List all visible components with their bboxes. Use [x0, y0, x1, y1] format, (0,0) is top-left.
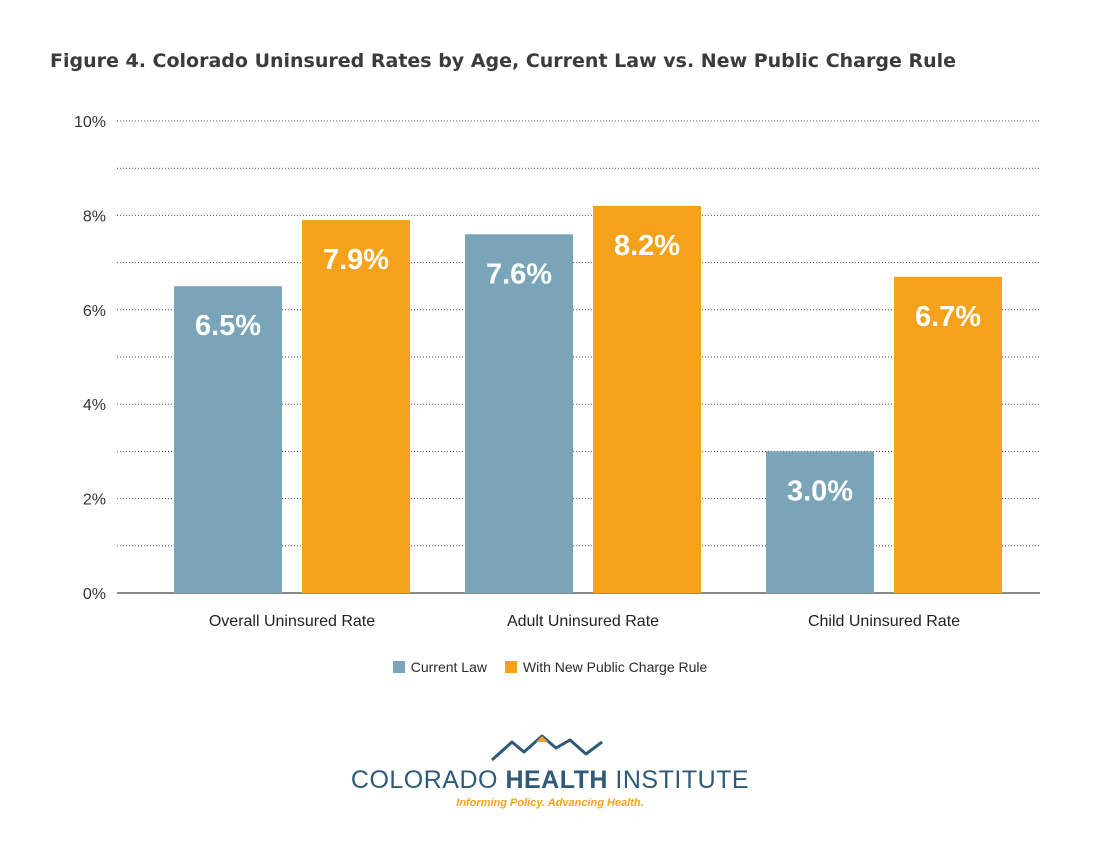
mountain-logo-icon [490, 734, 603, 762]
y-tick-label: 8% [83, 208, 106, 225]
bar [766, 451, 874, 593]
y-tick-label: 4% [83, 397, 106, 414]
y-axis: 0% 2% 4% 6% 8% 10% [74, 114, 106, 603]
legend: Current Law With New Public Charge Rule [0, 659, 1100, 676]
logo-name-light: COLORADO [350, 766, 498, 794]
legend-swatch-public-charge [504, 661, 517, 673]
bar-chart: 0% 2% 4% 6% 8% 10% 6.5% 7.9% 7.6% 8.2% 3.0% 6.7% O… [74, 114, 1040, 630]
x-axis: Overall Uninsured Rate Adult Uninsured Ra… [209, 613, 960, 630]
y-tick-label: 0% [83, 586, 106, 603]
logo-name-bold: HEALTH [505, 766, 608, 794]
bar [465, 234, 573, 593]
logo-tagline: Informing Policy. Advancing Health. [456, 797, 644, 809]
legend-item-current-law: Current Law [392, 659, 487, 675]
legend-label-public-charge: With New Public Charge Rule [522, 659, 708, 675]
bar-value-label: 7.6% [486, 258, 552, 290]
bar-value-label: 7.9% [323, 244, 389, 276]
bar [174, 286, 282, 593]
bar [302, 220, 410, 593]
bars: 6.5% 7.9% 7.6% 8.2% 3.0% 6.7% [174, 205, 1002, 593]
legend-item-public-charge: With New Public Charge Rule [504, 659, 708, 675]
chart-title: Figure 4. Colorado Uninsured Rates by Ag… [50, 50, 957, 72]
x-category-label: Adult Uninsured Rate [507, 613, 659, 630]
bar-value-label: 8.2% [614, 230, 680, 262]
y-tick-label: 6% [83, 303, 106, 320]
bar [894, 276, 1002, 593]
bar-value-label: 3.0% [787, 475, 853, 507]
bar [593, 205, 701, 593]
bar-value-label: 6.5% [195, 310, 261, 342]
colorado-health-institute-logo: COLORADO HEALTH INSTITUTE Informing Poli… [0, 730, 1100, 809]
y-tick-label: 10% [74, 114, 106, 131]
legend-label-current-law: Current Law [410, 659, 487, 675]
logo-name: COLORADO HEALTH INSTITUTE [0, 766, 1100, 795]
x-category-label: Overall Uninsured Rate [209, 613, 375, 630]
x-category-label: Child Uninsured Rate [808, 613, 960, 630]
bar-value-label: 6.7% [915, 301, 981, 333]
logo-name-end: INSTITUTE [615, 766, 750, 794]
y-tick-label: 2% [83, 492, 106, 509]
legend-swatch-current-law [392, 661, 405, 673]
